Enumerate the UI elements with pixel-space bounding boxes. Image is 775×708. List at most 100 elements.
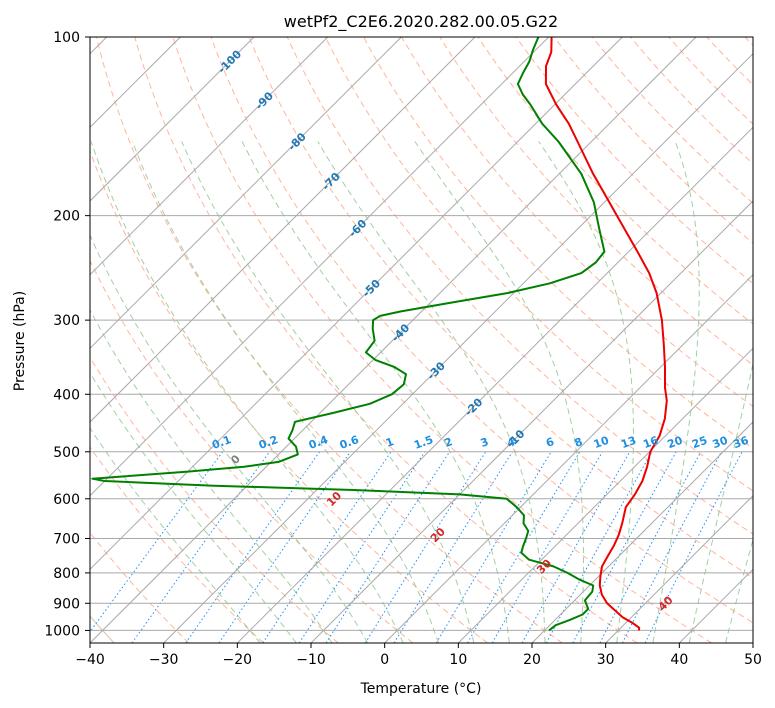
moist-adiabat: [725, 537, 753, 643]
y-tick-label: 600: [53, 492, 80, 508]
isotherm: [605, 494, 753, 643]
y-tick-label: 100: [53, 30, 80, 46]
mixing-ratio-label: 0.4: [307, 433, 330, 452]
mixing-ratio-label: 30: [711, 434, 730, 452]
isotherm: [90, 37, 697, 643]
moist-adiabat: [688, 361, 753, 643]
line-labels: 0.1 0.2 0.4 0.6 1 1.5 2 3 4 6 8 10 13 16 20 25 30 36-100-…: [210, 47, 750, 613]
dry-adiabat: [90, 149, 488, 643]
dry-adiabat: [90, 531, 190, 643]
mixing-ratio-label: 2: [443, 435, 455, 450]
x-tick-label: 0: [380, 652, 389, 668]
theta-label: 30: [534, 556, 554, 576]
y-tick-label: 200: [53, 209, 80, 225]
isotherm: [678, 568, 753, 643]
x-axis-label: Temperature (°C): [360, 681, 482, 697]
x-tick-label: −30: [149, 652, 179, 668]
grid-lines: [90, 37, 753, 643]
mixing-ratio-line: [521, 451, 631, 643]
mixing-ratio-label: 6: [544, 435, 556, 450]
moist-adiabat: [317, 141, 546, 643]
isotherm: [90, 37, 476, 423]
isotherm: [90, 37, 329, 276]
mixing-ratio-line: [467, 451, 581, 643]
moist-adiabat: [90, 233, 369, 643]
mixing-ratio-line: [491, 451, 603, 643]
dry-adiabat: [90, 259, 414, 643]
mixing-ratio-label: 0.2: [257, 433, 280, 452]
isotherm: [310, 200, 753, 643]
y-tick-label: 300: [53, 313, 80, 329]
x-tick-label: 40: [670, 652, 688, 668]
moist-adiabat: [538, 141, 634, 643]
x-tick-label: −20: [223, 652, 253, 668]
dry-adiabat: [706, 37, 753, 86]
isotherm: [90, 37, 255, 202]
isotherm: [163, 52, 753, 643]
mixing-ratio-line: [131, 451, 271, 643]
y-tick-label: 400: [53, 387, 80, 403]
mixing-ratio-line: [435, 451, 552, 643]
moist-adiabat: [90, 427, 261, 643]
x-axis: −40 −30 −20 −10 0 10 20 30 40 50: [75, 643, 762, 668]
y-tick-label: 900: [53, 596, 80, 612]
mixing-ratio-line: [262, 451, 392, 643]
isotherm: [457, 347, 753, 643]
y-tick-label: 1000: [44, 623, 80, 639]
plot-frame: [89, 36, 754, 644]
dry-adiabat: [401, 37, 753, 407]
x-tick-label: −10: [296, 652, 326, 668]
mixing-ratio-label: 13: [619, 434, 638, 451]
dry-adiabat: [90, 446, 264, 643]
x-tick-label: 50: [744, 652, 762, 668]
mixing-ratio-label: 16: [641, 434, 660, 452]
moist-adiabat: [241, 141, 510, 643]
isotherm: [531, 421, 753, 643]
isotherm: [90, 37, 402, 350]
x-tick-label: 10: [449, 652, 467, 668]
y-axis-label: Pressure (hPa): [12, 291, 28, 391]
dry-adiabat: [591, 37, 753, 204]
y-tick-label: 500: [53, 445, 80, 461]
mixing-ratio-label: 1: [384, 435, 396, 450]
background-lines: [90, 37, 753, 643]
y-tick-label: 800: [53, 566, 80, 582]
x-tick-label: −40: [75, 652, 105, 668]
mixing-ratio-label: 25: [690, 434, 709, 451]
mixing-ratio-label: 0.1: [210, 433, 233, 452]
isotherm: [90, 37, 623, 571]
moist-adiabat: [131, 141, 439, 643]
mixing-ratio-label: 0.6: [338, 433, 361, 452]
dewpoint-line: [91, 37, 606, 632]
chart-title: wetPf2_C2E6.2020.282.00.05.G22: [284, 12, 558, 32]
x-tick-label: 30: [597, 652, 615, 668]
dry-adiabat: [172, 37, 712, 643]
temperature-line: [544, 37, 668, 631]
mixing-ratio-label: 10: [592, 434, 611, 452]
isotherm: [384, 273, 753, 643]
dry-adiabat: [248, 37, 753, 579]
mixing-ratio-line: [185, 451, 321, 643]
isotherm: [752, 642, 753, 643]
moist-adiabat: [90, 141, 404, 643]
dry-adiabat: [134, 37, 638, 643]
sounding-lines: [91, 37, 668, 632]
isotherm: [90, 37, 550, 497]
mixing-ratio-line: [325, 451, 451, 643]
y-tick-label: 700: [53, 532, 80, 548]
mixing-ratio-label: 36: [732, 434, 751, 452]
isotherm-label: -100: [215, 47, 244, 76]
dry-adiabat: [439, 37, 753, 366]
isotherm: [236, 126, 753, 643]
mixing-ratio-label: 1.5: [412, 433, 435, 452]
mixing-ratio-label: 4: [505, 435, 517, 450]
mixing-ratio-label: 8: [573, 435, 585, 450]
theta-label: 0: [228, 452, 243, 467]
dry-adiabat: [90, 356, 339, 643]
dry-adiabat: [515, 37, 753, 285]
mixing-ratio-line: [572, 451, 677, 643]
x-tick-label: 20: [523, 652, 541, 668]
mixing-ratio-line: [393, 451, 513, 643]
mixing-ratio-line: [364, 451, 487, 643]
